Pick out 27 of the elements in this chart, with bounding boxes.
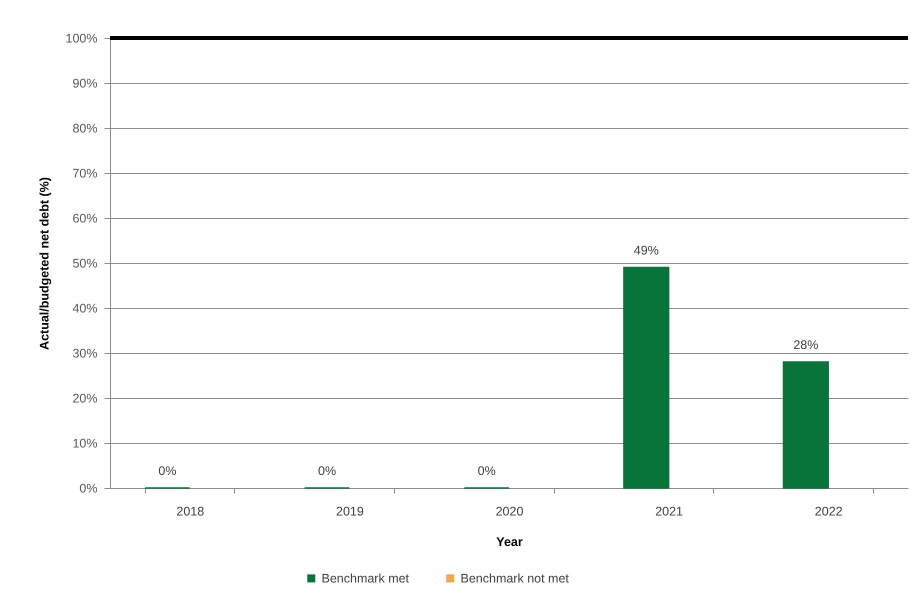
y-tick-label: 10% — [72, 436, 98, 450]
y-tick-label: 80% — [72, 122, 98, 136]
bar — [623, 266, 670, 489]
legend-label: Benchmark met — [322, 571, 410, 586]
legend-label: Benchmark not met — [460, 571, 570, 586]
data-label: 49% — [634, 244, 659, 258]
y-tick-label: 0% — [79, 482, 98, 496]
x-tick-label: 2022 — [814, 504, 843, 518]
y-tick-label: 40% — [72, 302, 98, 316]
x-tick-label: 2021 — [655, 504, 684, 518]
x-tick-label: 2018 — [176, 504, 204, 518]
y-tick-label: 60% — [72, 212, 98, 226]
data-label: 28% — [793, 338, 818, 352]
y-tick-label: 50% — [72, 256, 98, 270]
y-tick-label: 20% — [72, 392, 98, 406]
y-tick-label: 30% — [72, 346, 98, 360]
data-label: 0% — [158, 464, 176, 478]
y-tick-label: 90% — [72, 76, 98, 90]
y-axis-title: Actual/budgeted net debt (%) — [38, 177, 52, 350]
y-tick-label: 100% — [66, 32, 98, 46]
x-tick-label: 2019 — [336, 504, 364, 518]
x-tick-label: 2020 — [496, 504, 524, 518]
data-label: 0% — [478, 464, 496, 478]
y-tick-label: 70% — [72, 166, 98, 180]
data-label: 0% — [318, 464, 336, 478]
bar — [782, 361, 829, 489]
x-axis-title: Year — [496, 535, 523, 549]
